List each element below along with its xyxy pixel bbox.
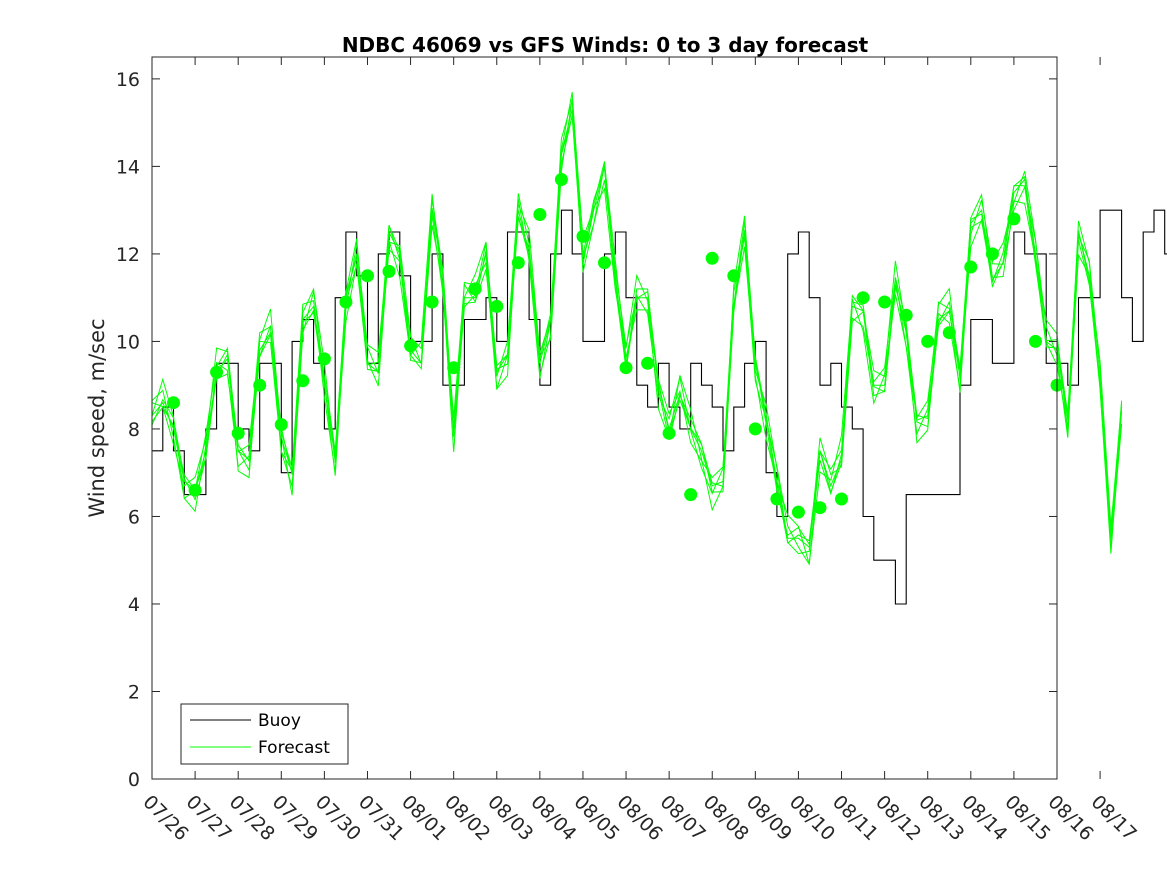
forecast-marker	[813, 501, 827, 515]
forecast-marker	[274, 418, 288, 432]
buoy-series-line	[152, 209, 1167, 605]
legend-forecast-label: Forecast	[258, 738, 330, 758]
x-tick-label: 07/27	[182, 791, 236, 845]
x-tick-label: 07/29	[268, 791, 322, 845]
x-tick-label: 08/02	[440, 791, 494, 845]
forecast-marker	[641, 356, 655, 370]
forecast-marker	[662, 426, 676, 440]
forecast-series-line	[151, 92, 1123, 566]
forecast-marker	[447, 361, 461, 375]
y-axis: 0 2 4 6 8 10 12 14 16	[116, 69, 1057, 791]
forecast-marker	[770, 492, 784, 506]
y-tick-label: 10	[116, 331, 140, 353]
forecast-marker	[167, 396, 180, 410]
x-tick-label: 08/17	[1087, 791, 1141, 845]
y-tick-label: 4	[128, 594, 140, 616]
forecast-marker	[1007, 212, 1021, 226]
forecast-marker	[382, 264, 396, 278]
forecast-series-line	[151, 98, 1123, 565]
y-tick-label: 16	[116, 69, 140, 91]
x-tick-label: 08/10	[785, 791, 839, 845]
forecast-marker	[985, 247, 999, 261]
x-tick-label: 07/30	[311, 791, 365, 845]
forecast-marker	[727, 269, 741, 283]
legend-box	[180, 703, 349, 765]
forecast-marker	[619, 361, 633, 375]
x-tick-label: 08/04	[526, 791, 580, 845]
forecast-marker	[598, 256, 611, 270]
forecast-marker	[856, 291, 870, 305]
x-tick-label: 08/16	[1043, 791, 1097, 845]
forecast-marker	[210, 365, 224, 379]
x-tick-label: 08/14	[957, 791, 1011, 845]
y-axis-label: Wind speed, m/sec	[85, 318, 109, 517]
forecast-marker	[835, 492, 848, 506]
forecast-series-line	[151, 115, 1123, 544]
forecast-marker	[1029, 334, 1042, 348]
forecast-marker	[705, 251, 719, 265]
x-tick-label: 07/28	[225, 791, 279, 845]
forecast-marker	[490, 299, 504, 313]
x-tick-label: 08/08	[699, 791, 753, 845]
forecast-marker	[339, 295, 353, 309]
forecast-marker	[231, 426, 245, 440]
forecast-marker	[361, 269, 374, 283]
forecast-marker	[533, 208, 547, 221]
forecast-marker	[188, 483, 202, 497]
forecast-marker	[899, 308, 913, 322]
legend: Buoy Forecast	[180, 703, 349, 765]
y-tick-label: 8	[128, 419, 140, 441]
y-tick-label: 14	[116, 156, 140, 178]
forecast-marker	[425, 295, 439, 309]
forecast-marker	[511, 256, 525, 270]
y-tick-label: 12	[116, 244, 140, 266]
x-tick-label: 07/26	[138, 791, 192, 845]
forecast-marker	[468, 282, 482, 296]
x-tick-label: 08/05	[569, 791, 623, 845]
x-tick-label: 08/07	[656, 791, 710, 845]
forecast-marker	[921, 334, 935, 348]
forecast-marker	[684, 488, 698, 502]
x-tick-label: 08/03	[483, 791, 537, 845]
forecast-marker	[964, 260, 978, 274]
y-tick-label: 2	[128, 681, 140, 703]
x-tick-label: 08/06	[613, 791, 667, 845]
y-tick-label: 0	[128, 769, 140, 791]
x-tick-label: 08/12	[871, 791, 925, 845]
chart-title: NDBC 46069 vs GFS Winds: 0 to 3 day fore…	[342, 33, 869, 57]
x-tick-label: 08/11	[828, 791, 882, 845]
x-tick-label: 08/13	[914, 791, 968, 845]
x-tick-label: 08/09	[742, 791, 796, 845]
forecast-marker	[576, 229, 590, 243]
x-tick-label: 08/15	[1000, 791, 1054, 845]
x-tick-label: 07/31	[354, 791, 408, 845]
forecast-marker	[878, 295, 892, 309]
forecast-marker	[554, 173, 568, 186]
forecast-marker	[317, 352, 331, 366]
forecast-marker	[748, 422, 762, 436]
forecast-marker	[404, 339, 418, 353]
plot-area-border	[151, 56, 1058, 780]
x-tick-label: 08/01	[397, 791, 451, 845]
forecast-marker	[791, 505, 805, 519]
forecast-marker	[942, 326, 956, 340]
y-tick-label: 6	[128, 506, 140, 528]
forecast-marker	[296, 374, 310, 388]
legend-buoy-label: Buoy	[258, 711, 301, 731]
forecast-marker	[253, 378, 267, 392]
plot-lines	[151, 92, 1167, 605]
